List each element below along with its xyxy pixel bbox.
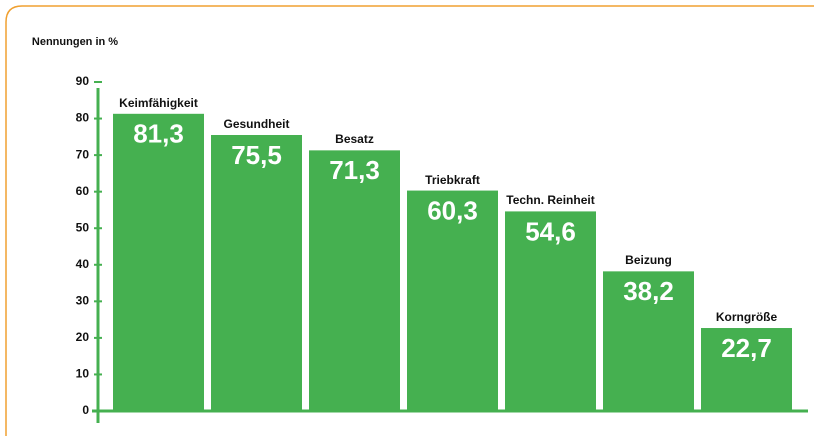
category-label-box: Besatz: [335, 132, 374, 147]
category-label: Besatz: [335, 132, 374, 147]
frame: [5, 5, 814, 436]
bar: [309, 150, 400, 411]
y-tick-label: 90: [76, 74, 90, 88]
y-tick-label: 0: [82, 403, 89, 417]
value-label: 81,3: [133, 119, 184, 149]
y-tick-label: 80: [76, 111, 90, 125]
category-label: Techn. Reinheit: [506, 193, 595, 208]
category-label: Beizung: [625, 253, 672, 268]
category-label-box: Techn. Reinheit: [506, 193, 595, 208]
bar: [603, 271, 694, 411]
y-axis-label-box: Nennungen in %: [31, 36, 119, 48]
value-label: 71,3: [329, 155, 380, 185]
y-axis-label: Nennungen in %: [31, 36, 119, 48]
category-label-box: Triebkraft: [425, 172, 480, 187]
category-label-box: Keimfähigkeit: [119, 95, 198, 110]
y-tick-label: 50: [76, 220, 90, 234]
y-tick-label: 60: [76, 184, 90, 198]
value-label: 60,3: [427, 195, 478, 225]
category-label: Gesundheit: [223, 117, 290, 131]
category-label-box: Gesundheit: [223, 117, 290, 131]
category-label: Korngröße: [715, 310, 778, 325]
category-label-box: Beizung: [625, 253, 672, 268]
bar: [211, 135, 302, 411]
y-tick-label: 40: [76, 257, 90, 271]
value-label: 22,7: [721, 333, 772, 363]
bar: [505, 211, 596, 411]
y-tick-label: 30: [76, 294, 90, 308]
category-label: Keimfähigkeit: [119, 95, 198, 110]
bar: [113, 113, 204, 411]
value-label: 54,6: [525, 216, 576, 246]
category-label-box: Korngröße: [715, 310, 778, 325]
y-tick-label: 20: [76, 330, 90, 344]
bar: [407, 190, 498, 411]
category-label: Triebkraft: [425, 172, 480, 187]
y-tick-label: 70: [76, 147, 90, 161]
value-label: 75,5: [231, 140, 282, 170]
bar: [701, 328, 792, 411]
y-tick-label: 10: [76, 367, 90, 381]
value-label: 38,2: [623, 276, 674, 306]
